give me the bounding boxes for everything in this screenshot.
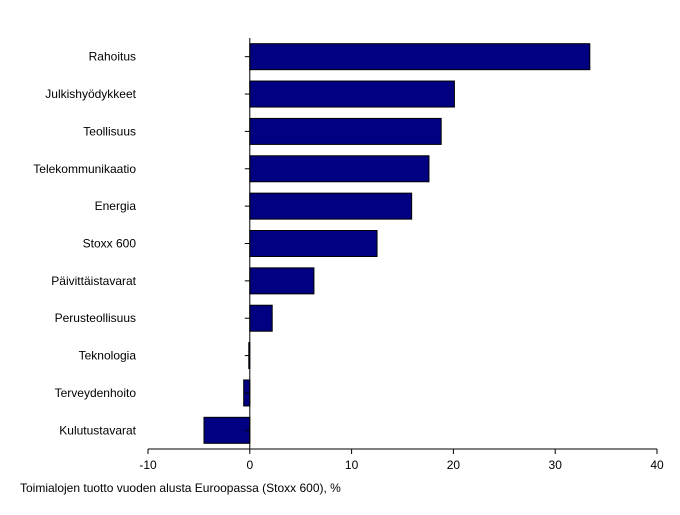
category-label-0: Rahoitus	[89, 50, 136, 64]
bar-5	[249, 230, 378, 257]
category-label-3: Telekommunikaatio	[33, 162, 136, 176]
category-label-8: Teknologia	[79, 349, 137, 363]
bar-7	[249, 304, 273, 332]
category-label-7: Perusteollisuus	[55, 311, 136, 325]
bar-2	[249, 117, 442, 145]
bars-layer	[203, 43, 591, 444]
bar-4	[249, 192, 413, 220]
category-label-2: Teollisuus	[83, 124, 136, 138]
x-axis-title: Toimialojen tuotto vuoden alusta Euroopa…	[20, 481, 341, 495]
bar-6	[249, 267, 315, 295]
category-label-6: Päivittäistavarat	[51, 274, 136, 288]
category-label-5: Stoxx 600	[83, 237, 137, 251]
axes-layer	[147, 38, 658, 454]
bar-3	[249, 155, 430, 183]
x-tick-label-0: -10	[139, 458, 157, 472]
x-tick-label-4: 30	[549, 458, 563, 472]
x-tick-label-2: 10	[345, 458, 359, 472]
bar-0	[249, 43, 591, 71]
category-label-10: Kulutustavarat	[59, 423, 136, 437]
category-label-4: Energia	[95, 199, 137, 213]
labels-layer: Rahoitus Julkishyödykkeet Teollisuus Teleko…	[33, 50, 664, 472]
category-label-9: Terveydenhoito	[55, 386, 137, 400]
bar-10	[203, 416, 251, 444]
x-tick-label-1: 0	[246, 458, 253, 472]
category-label-1: Julkishyödykkeet	[45, 87, 136, 101]
bar-1	[249, 80, 455, 108]
x-tick-label-5: 40	[650, 458, 664, 472]
x-tick-label-3: 20	[447, 458, 461, 472]
